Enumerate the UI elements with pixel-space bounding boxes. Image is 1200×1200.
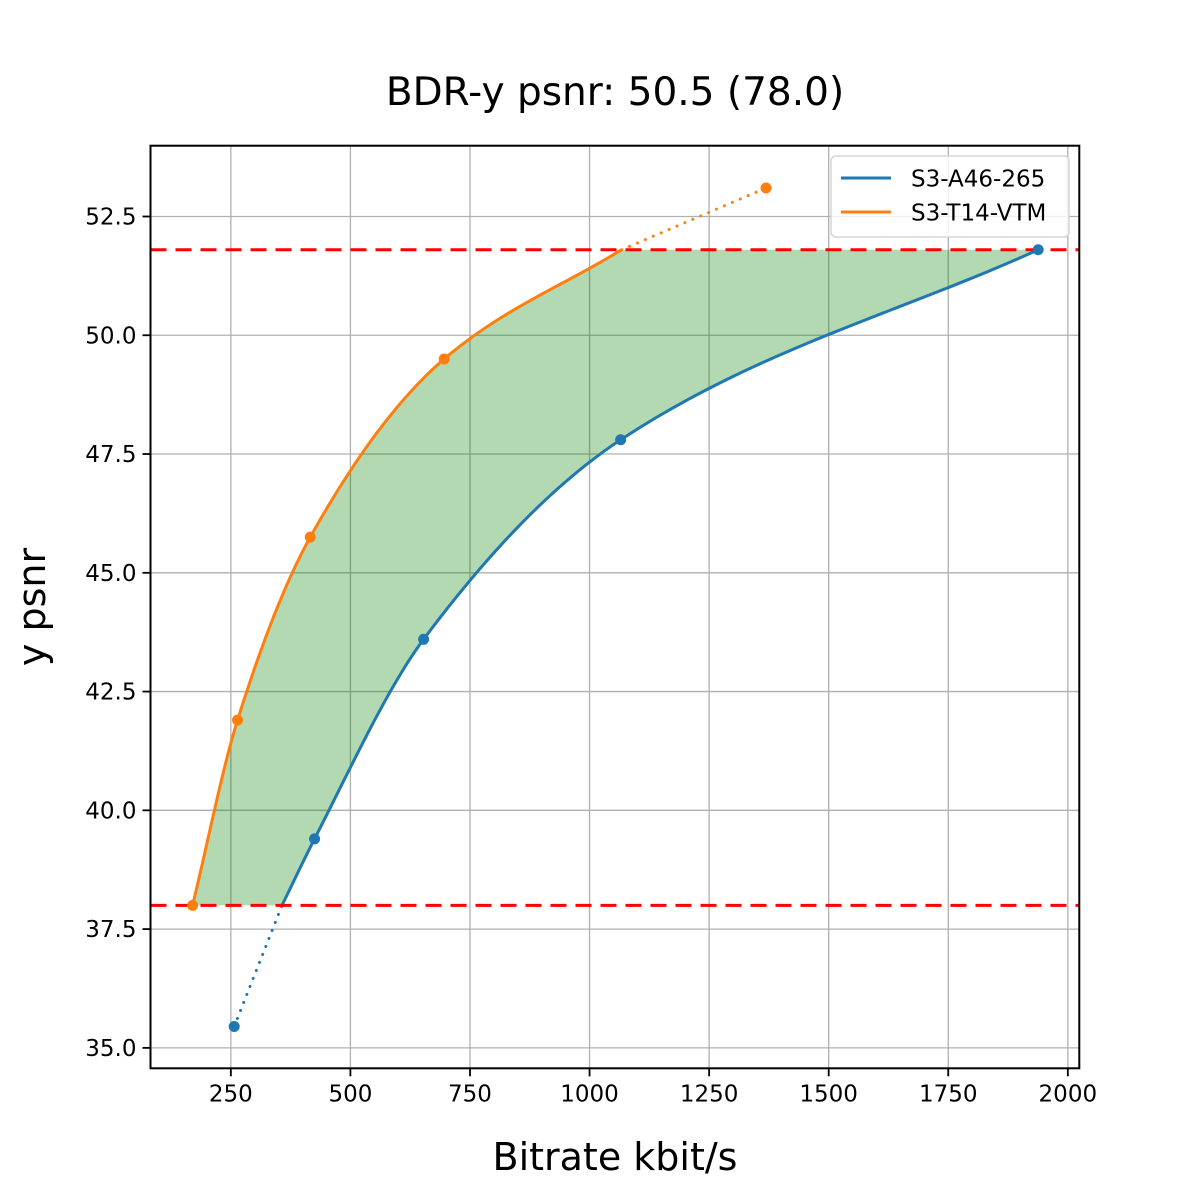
x-tick-label: 2000 [1039,1081,1098,1107]
data-point-marker [1032,244,1044,256]
x-tick-label: 1000 [560,1081,619,1107]
data-point-marker [232,714,244,726]
legend-label-s3-a46-265: S3-A46-265 [911,167,1045,193]
y-tick-label: 40.0 [85,798,136,824]
data-point-marker [418,633,430,645]
y-axis-label: y psnr [10,548,54,667]
legend-box [830,155,1070,238]
x-tick-label: 1250 [680,1081,739,1107]
data-point-marker [309,833,321,845]
bd-limit-lines-layer [150,248,1080,907]
y-tick-label: 50.0 [85,323,136,349]
y-tick-label: 45.0 [85,561,136,587]
data-point-marker [187,899,199,911]
y-tick-label: 35.0 [85,1036,136,1062]
bd-shaded-region [192,249,1039,906]
legend-label-s3-t14-vtm: S3-T14-VTM [911,201,1046,227]
x-tick-label: 500 [328,1081,372,1107]
data-point-marker [304,531,316,543]
marker-layer [187,182,1044,1032]
y-tick-label: 37.5 [85,917,136,943]
axes-frame [149,144,1081,1070]
grid-layer [150,145,1080,1069]
y-tick-label: 47.5 [85,442,136,468]
x-tick-label: 1750 [919,1081,978,1107]
data-point-marker [760,182,772,194]
series-curve-dotted-s3-t14-vtm [620,186,768,252]
data-point-marker [615,434,627,446]
y-tick-label: 42.5 [85,680,136,706]
shaded-region-layer [192,249,1039,906]
x-axis-label: Bitrate kbit/s [493,1135,738,1179]
y-tick-label: 52.5 [85,204,136,230]
x-tick-label: 750 [448,1081,492,1107]
legend: S3-A46-265 S3-T14-VTM [830,155,1070,238]
data-point-marker [438,353,450,365]
x-tick-label: 1500 [799,1081,858,1107]
axis-layer: 250 500 750 1000 1250 1500 1750 2000 35.0 37.5 40.… [85,144,1098,1107]
series-curve-dotted-s3-a46-265 [232,903,284,1028]
x-tick-label: 250 [209,1081,253,1107]
data-point-marker [228,1020,240,1032]
chart-title: BDR-y psnr: 50.5 (78.0) [386,70,844,115]
